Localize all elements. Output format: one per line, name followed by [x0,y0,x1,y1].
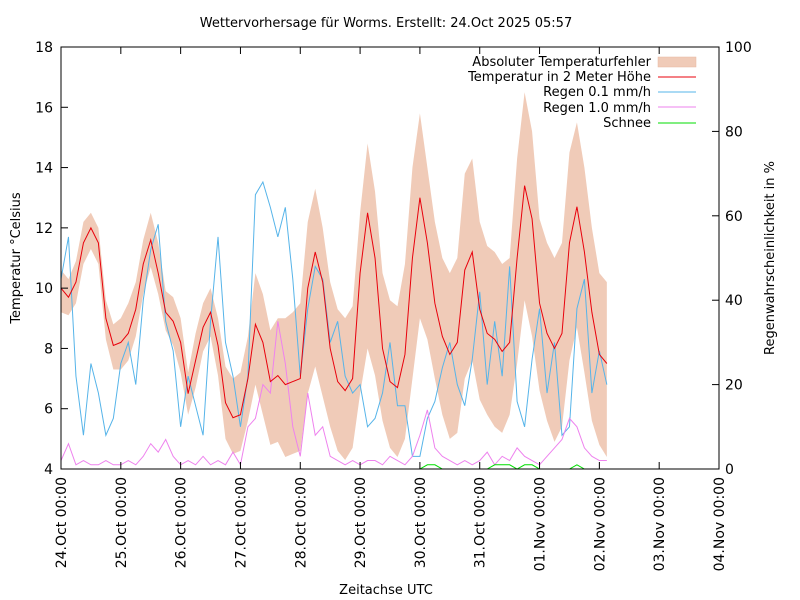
y2-tick-label: 80 [725,124,743,140]
x-tick-label: 27.Oct 00:00 [233,477,249,568]
legend-label-error-band: Absoluter Temperaturfehler [472,55,651,70]
temperature-error-band [61,92,607,460]
x-tick-label: 26.Oct 00:00 [174,477,190,568]
axis-ticks-layer [60,46,720,470]
x-tick-label: 02.Nov 00:00 [592,477,608,571]
x-tick-label: 30.Oct 00:00 [413,477,429,568]
y2-tick-label: 20 [725,378,743,394]
x-axis-title: Zeitachse UTC [339,583,433,598]
temperature-line [60,185,608,419]
y-tick-label: 16 [35,100,53,116]
y2-tick-label: 60 [725,209,743,225]
y-tick-label: 10 [35,281,53,297]
legend: Absoluter Temperaturfehler Temperatur in… [467,55,697,131]
y-tick-label: 8 [44,341,53,357]
tick-labels-layer: 4 6 8 10 12 14 16 18 0 20 40 60 80 100 24.Oct 00:00 25.… [35,40,752,571]
y-tick-label: 4 [44,462,53,478]
x-tick-label: 03.Nov 00:00 [652,477,668,571]
legend-label-temperature: Temperatur in 2 Meter Höhe [467,70,651,85]
legend-label-rain-01: Regen 0.1 mm/h [543,85,651,100]
legend-label-snow: Schnee [603,116,651,131]
chart-title: Wettervorhersage für Worms. Erstellt: 24… [200,16,572,31]
y-tick-label: 6 [44,402,53,418]
legend-swatch-error-band [657,56,697,68]
y-tick-label: 18 [35,40,53,56]
snow-line [61,464,607,470]
y-axis-title: Temperatur °Celsius [9,192,24,325]
temperature-error-band-layer [61,92,607,460]
x-tick-label: 28.Oct 00:00 [293,477,309,568]
x-tick-label: 25.Oct 00:00 [114,477,130,568]
y2-tick-label: 100 [725,40,752,56]
y2-tick-label: 0 [725,462,734,478]
x-tick-label: 29.Oct 00:00 [353,477,369,568]
rain-10-line [60,321,607,467]
x-tick-label: 31.Oct 00:00 [473,477,489,568]
x-tick-label: 04.Nov 00:00 [712,477,728,571]
y-tick-label: 14 [35,161,53,177]
legend-label-rain-10: Regen 1.0 mm/h [543,101,651,116]
x-tick-label: 01.Nov 00:00 [533,477,549,571]
plot-frame [60,46,720,470]
y2-tick-label: 40 [725,293,743,309]
y-tick-label: 12 [35,221,53,237]
x-tick-label: 24.Oct 00:00 [54,477,70,568]
y2-axis-title: Regenwahrscheinlichkeit in % [763,161,778,355]
